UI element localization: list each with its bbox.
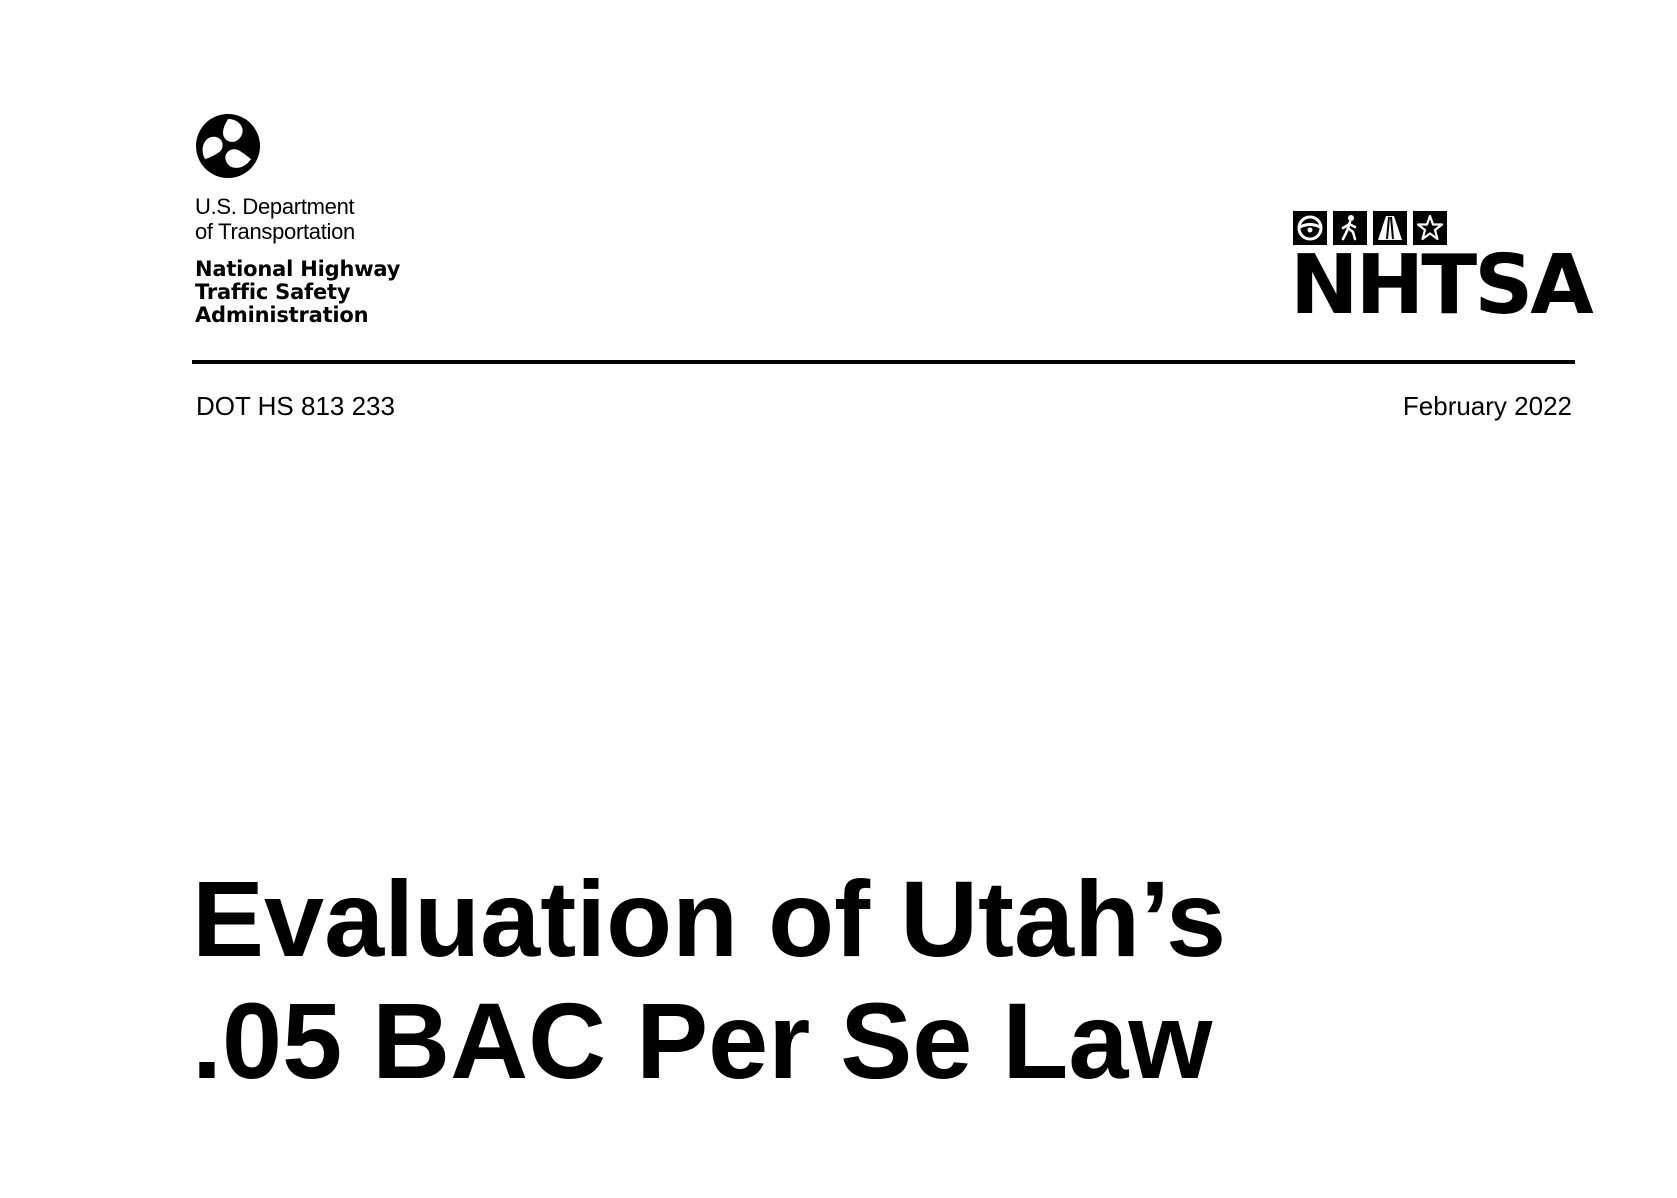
agency-line-1: National Highway: [195, 257, 401, 281]
agency-name: National Highway Traffic Safety Administ…: [195, 258, 400, 327]
agency-line-2: Traffic Safety: [195, 280, 351, 304]
nhtsa-wordmark: NHTSA: [1290, 238, 1594, 333]
agency-line-3: Administration: [195, 303, 369, 327]
star-icon: [1413, 211, 1447, 245]
dot-triskelion-icon: [196, 114, 260, 178]
department-name: U.S. Department of Transportation: [195, 194, 355, 244]
road-icon: [1373, 211, 1407, 245]
report-title: Evaluation of Utah’s .05 BAC Per Se Law: [192, 858, 1226, 1102]
report-number: DOT HS 813 233: [196, 391, 395, 421]
department-line-2: of Transportation: [195, 219, 355, 244]
pedestrian-icon: [1333, 211, 1367, 245]
report-title-line-2: .05 BAC Per Se Law: [192, 980, 1213, 1101]
header-divider: [192, 360, 1575, 364]
nhtsa-icon-row: [1293, 211, 1447, 245]
department-line-1: U.S. Department: [195, 194, 355, 219]
steering-wheel-icon: [1293, 211, 1327, 245]
report-title-line-1: Evaluation of Utah’s: [192, 858, 1227, 979]
report-date: February 2022: [1402, 391, 1572, 421]
